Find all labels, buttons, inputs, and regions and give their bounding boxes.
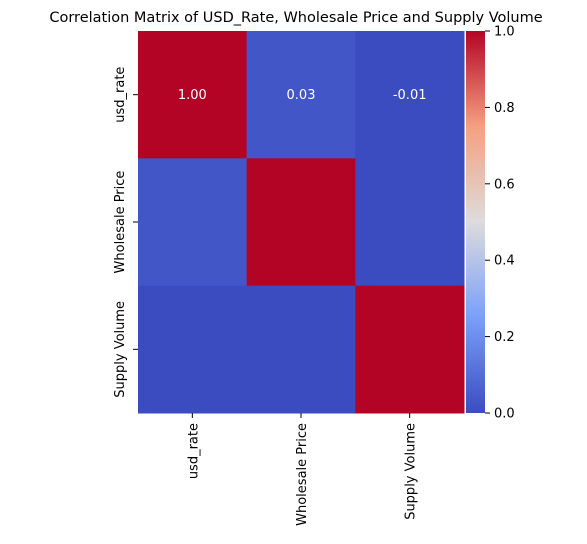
heatmap-cell [355,285,465,414]
x-tick-label: Supply Volume [404,423,419,520]
heatmap-cell [138,31,248,159]
cell-annotation: -0.01 [393,88,427,103]
heatmap-cells [138,31,465,414]
heatmap-cell [138,158,248,287]
x-tick-label: Wholesale Price [295,423,310,526]
cell-annotation: 0.03 [287,88,316,103]
y-tick-label: usd_rate [113,67,128,123]
heatmap-cell [246,158,356,287]
chart-title: Correlation Matrix of USD_Rate, Wholesal… [49,10,542,26]
colorbar-tick-label: 0.4 [494,254,515,269]
colorbar-tick-label: 0.0 [494,407,515,422]
heatmap-cell [355,31,465,159]
heatmap-cell [355,158,465,287]
cell-annotation: 1.00 [178,88,207,103]
y-axis: usd_rate Wholesale Price Supply Volume [113,67,138,398]
heatmap-cell [246,31,356,159]
colorbar-tick-label: 0.2 [494,330,515,345]
colorbar-tick-label: 0.8 [494,101,515,116]
colorbar [466,31,485,413]
colorbar-ticks: 0.0 0.2 0.4 0.6 0.8 1.0 [485,25,515,422]
colorbar-tick-label: 0.6 [494,177,515,192]
y-tick-label: Wholesale Price [113,171,128,274]
x-tick-label: usd_rate [186,423,201,479]
heatmap-cell [246,285,356,414]
colorbar-tick-label: 1.0 [494,25,515,40]
heatmap-cell [138,285,248,414]
cell-annotations: 1.00 0.03 -0.01 [178,88,427,103]
y-tick-label: Supply Volume [113,301,128,398]
x-axis: usd_rate Wholesale Price Supply Volume [186,413,419,526]
